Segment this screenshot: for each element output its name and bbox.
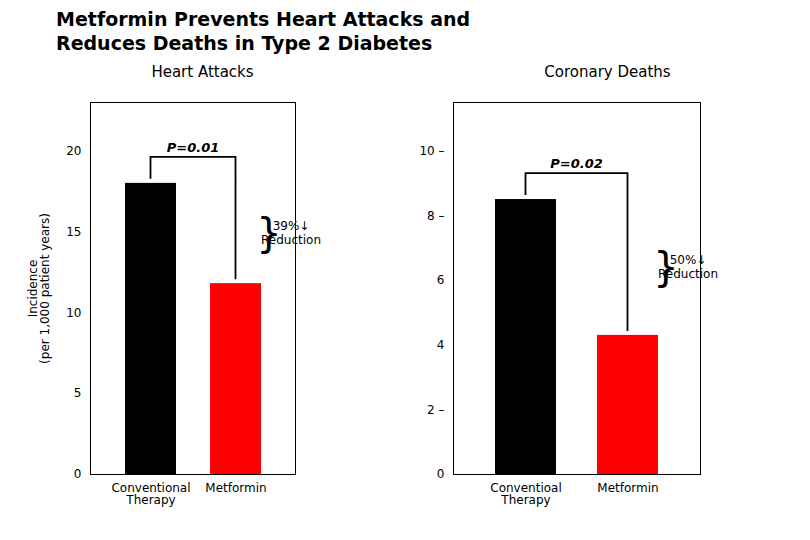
svg-text:50%↓Reduction: 50%↓Reduction: [658, 252, 718, 280]
svg-text:P=0.01: P=0.01: [167, 139, 220, 154]
svg-text:0: 0: [74, 467, 82, 481]
html-text:Metformin Prevents Heart Attac: Metformin Prevents Heart Attacks and Red…: [56, 8, 471, 54]
svg-text:ConventionalTherapy: ConventionalTherapy: [111, 481, 190, 507]
svg-text:2 –: 2 –: [427, 402, 444, 416]
svg-text:5: 5: [74, 386, 82, 400]
svg-text:Metformin: Metformin: [597, 481, 658, 495]
svg-text:4: 4: [437, 337, 445, 351]
svg-text:P=0.02: P=0.02: [550, 156, 603, 171]
svg-text:15: 15: [66, 224, 81, 238]
svg-text:Metformin: Metformin: [205, 481, 266, 495]
html-text:Heart Attacks: Heart Attacks: [151, 62, 254, 81]
svg-text:6: 6: [437, 273, 445, 287]
svg-text:10 –: 10 –: [419, 143, 444, 157]
svg-text:8 –: 8 –: [427, 208, 444, 222]
svg-text:20: 20: [66, 143, 81, 157]
svg-text:10: 10: [66, 305, 81, 319]
html-text:Coronary Deaths: Coronary Deaths: [544, 62, 671, 81]
svg-text:Incidence(per 1,000 patient ye: Incidence(per 1,000 patient years): [26, 213, 52, 364]
svg-text:ConventioalTherapy: ConventioalTherapy: [490, 481, 561, 507]
svg-text:39%↓Reduction: 39%↓Reduction: [261, 219, 321, 247]
svg-text:0: 0: [437, 467, 445, 481]
